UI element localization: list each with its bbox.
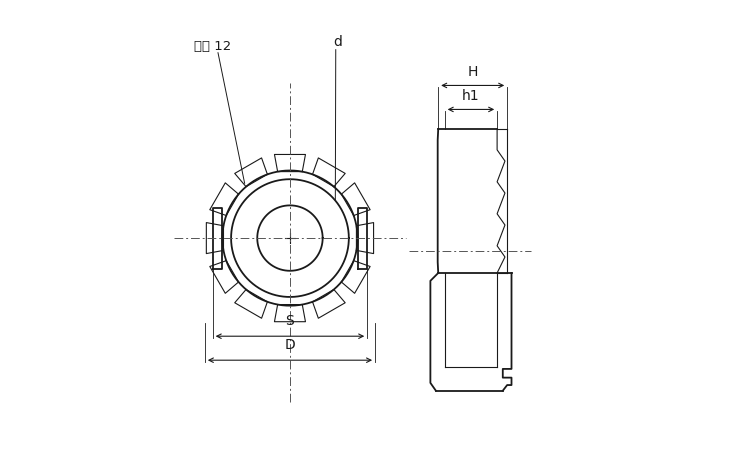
Text: d: d (334, 35, 342, 49)
Text: D: D (284, 338, 296, 352)
Text: 歯数 12: 歯数 12 (194, 40, 231, 53)
Text: S: S (286, 315, 294, 328)
Text: h1: h1 (462, 89, 480, 103)
Text: H: H (467, 65, 478, 79)
